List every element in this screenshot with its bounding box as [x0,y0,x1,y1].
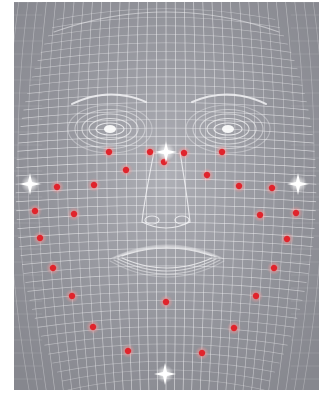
landmark-dot [231,325,237,331]
landmark-dot [293,210,299,216]
landmark-dot [257,212,263,218]
landmark-dot [236,183,242,189]
landmark-dot [37,235,43,241]
landmark-dot [91,182,97,188]
landmark-dot [199,350,205,356]
landmark-dot [125,348,131,354]
left-eye-highlight [104,125,116,133]
landmark-dot [253,293,259,299]
landmark-dot [106,149,112,155]
landmark-dot [71,211,77,217]
landmark-dot [54,184,60,190]
landmark-dot [50,265,56,271]
landmark-dot [181,150,187,156]
landmark-dot [69,293,75,299]
landmark-dot [90,324,96,330]
face-mesh-image [14,2,319,390]
landmark-dot [284,236,290,242]
landmark-dot [219,149,225,155]
landmark-dot [123,167,129,173]
landmark-dot [163,299,169,305]
landmark-dot [271,265,277,271]
landmark-dot [204,172,210,178]
landmark-dot [32,208,38,214]
landmark-dot [147,149,153,155]
landmark-dot [269,185,275,191]
right-eye-highlight [222,125,234,133]
